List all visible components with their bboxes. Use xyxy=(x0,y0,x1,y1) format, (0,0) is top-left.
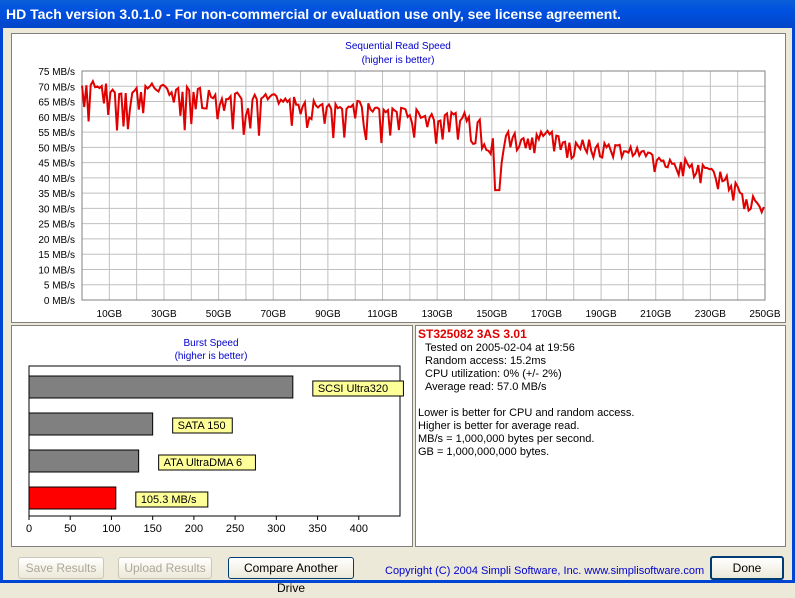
read-y-tick: 0 MB/s xyxy=(44,296,75,307)
read-y-tick: 35 MB/s xyxy=(38,189,75,200)
note-average: Higher is better for average read. xyxy=(418,420,580,432)
note-gb: GB = 1,000,000,000 bytes. xyxy=(418,446,550,458)
drive-name: ST325082 3AS 3.01 xyxy=(418,327,527,341)
tested-on: Tested on 2005-02-04 at 19:56 xyxy=(425,342,575,354)
read-y-tick: 20 MB/s xyxy=(38,235,75,246)
burst-bar-label: 105.3 MB/s xyxy=(141,494,197,506)
read-x-tick: 230GB xyxy=(695,309,726,320)
read-y-tick: 25 MB/s xyxy=(38,220,75,231)
read-y-tick: 50 MB/s xyxy=(38,143,75,154)
burst-bar-reference xyxy=(28,449,140,473)
copyright-link[interactable]: Copyright (C) 2004 Simpli Software, Inc.… xyxy=(385,565,705,577)
burst-bar-drive xyxy=(28,486,117,510)
read-y-tick: 10 MB/s xyxy=(38,265,75,276)
read-y-tick: 30 MB/s xyxy=(38,204,75,215)
average-read: Average read: 57.0 MB/s xyxy=(425,381,547,393)
read-x-tick: 130GB xyxy=(422,309,453,320)
read-x-tick: 30GB xyxy=(151,309,177,320)
read-y-tick: 70 MB/s xyxy=(38,82,75,93)
burst-bar-reference xyxy=(28,412,154,436)
read-y-tick: 65 MB/s xyxy=(38,98,75,109)
read-x-tick: 110GB xyxy=(367,309,398,320)
window-frame xyxy=(0,28,795,583)
burst-bar-label-box xyxy=(135,491,209,508)
read-y-tick: 45 MB/s xyxy=(38,159,75,170)
read-chart-panel: Sequential Read Speed (higher is better)… xyxy=(11,33,786,323)
burst-x-tick: 0 xyxy=(26,523,32,535)
burst-bar-label: SATA 150 xyxy=(178,420,226,432)
read-x-tick: 250GB xyxy=(749,309,780,320)
read-y-tick: 15 MB/s xyxy=(38,250,75,261)
read-x-tick: 90GB xyxy=(315,309,341,320)
drive-info-panel xyxy=(415,325,786,547)
burst-x-tick: 400 xyxy=(350,523,368,535)
burst-x-tick: 100 xyxy=(102,523,120,535)
burst-chart-subtitle: (higher is better) xyxy=(175,351,248,362)
burst-x-tick: 50 xyxy=(64,523,76,535)
read-x-tick: 50GB xyxy=(206,309,232,320)
read-chart-title: Sequential Read Speed xyxy=(345,41,451,52)
read-speed-series xyxy=(81,78,765,215)
read-plot-border xyxy=(81,70,766,301)
burst-bar-reference xyxy=(28,375,294,399)
read-x-tick: 10GB xyxy=(97,309,123,320)
read-x-tick: 190GB xyxy=(586,309,617,320)
burst-x-tick: 200 xyxy=(185,523,203,535)
upload-results-button[interactable]: Upload Results xyxy=(118,557,212,579)
window-title: HD Tach version 3.0.1.0 - For non-commer… xyxy=(0,0,795,28)
random-access: Random access: 15.2ms xyxy=(425,355,547,367)
burst-x-tick: 350 xyxy=(308,523,326,535)
read-chart-subtitle: (higher is better) xyxy=(362,55,435,66)
burst-x-tick: 150 xyxy=(143,523,161,535)
burst-bar-label-box xyxy=(172,417,233,434)
compare-another-drive-button[interactable]: Compare Another Drive xyxy=(228,557,354,595)
read-x-tick: 150GB xyxy=(476,309,507,320)
burst-bar-label-box xyxy=(312,380,404,397)
save-results-button[interactable]: Save Results xyxy=(18,557,104,579)
read-y-tick: 60 MB/s xyxy=(38,113,75,124)
burst-chart-panel: Burst Speed (higher is better) 0 50 100 150… xyxy=(11,325,413,547)
read-y-tick: 40 MB/s xyxy=(38,174,75,185)
read-y-tick: 55 MB/s xyxy=(38,128,75,139)
burst-bar-label: ATA UltraDMA 6 xyxy=(164,457,242,469)
note-cpu: Lower is better for CPU and random acces… xyxy=(418,407,635,419)
read-y-tick: 5 MB/s xyxy=(44,281,75,292)
note-mbs: MB/s = 1,000,000 bytes per second. xyxy=(418,433,595,445)
cpu-utilization: CPU utilization: 0% (+/- 2%) xyxy=(425,368,562,380)
burst-bar-label-box xyxy=(158,454,256,471)
read-chart: Sequential Read Speed (higher is better)… xyxy=(38,41,781,320)
read-x-tick: 170GB xyxy=(531,309,562,320)
burst-chart-title: Burst Speed xyxy=(183,338,238,349)
burst-bar-label: SCSI Ultra320 xyxy=(318,383,388,395)
burst-x-tick: 250 xyxy=(226,523,244,535)
read-x-tick: 70GB xyxy=(260,309,286,320)
burst-x-tick: 300 xyxy=(267,523,285,535)
done-button[interactable]: Done xyxy=(710,556,784,580)
read-x-tick: 210GB xyxy=(640,309,671,320)
burst-chart: Burst Speed (higher is better) 0 50 100 150… xyxy=(26,338,404,535)
read-y-tick: 75 MB/s xyxy=(38,67,75,78)
